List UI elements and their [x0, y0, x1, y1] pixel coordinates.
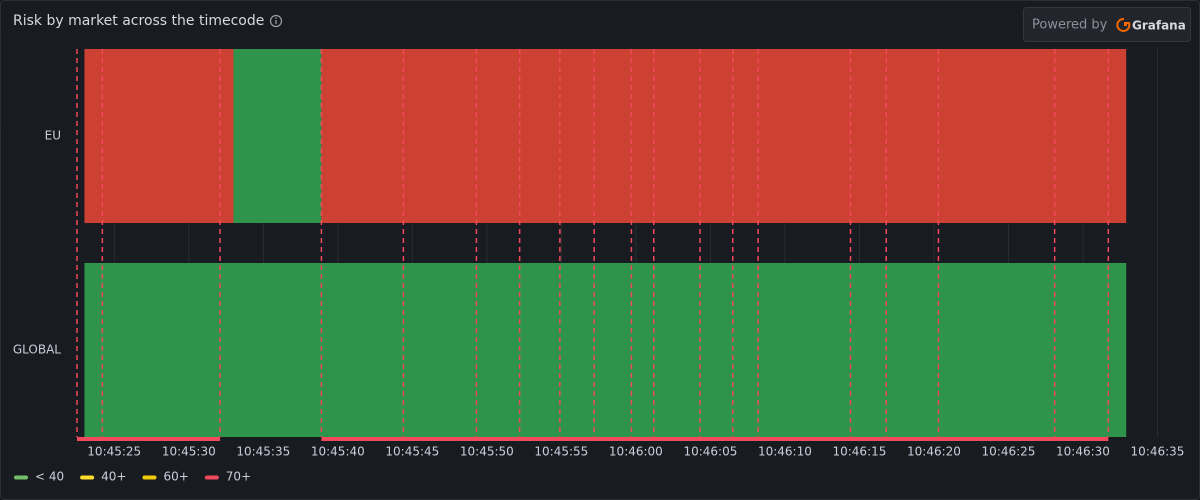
x-tick-label: 10:45:35 — [236, 445, 290, 459]
info-icon[interactable] — [269, 14, 283, 28]
state-segment — [84, 49, 234, 223]
x-tick-label: 10:46:05 — [683, 445, 737, 459]
x-tick-label: 10:46:25 — [982, 445, 1036, 459]
legend-label: 40+ — [101, 470, 126, 484]
legend-swatch — [142, 475, 157, 480]
plot: 10:45:25 10:45:30 10:45:35 10:45:40 10:45:45… — [13, 49, 1185, 484]
state-segment — [233, 49, 322, 223]
annotation-region — [77, 437, 221, 441]
x-tick-label: 10:46:20 — [907, 445, 961, 459]
grafana-logo — [1116, 17, 1131, 32]
legend-label: 60+ — [163, 470, 188, 484]
badge-text: Powered by — [1032, 18, 1108, 33]
x-tick-label: 10:45:25 — [87, 445, 141, 459]
x-tick-label: 10:45:40 — [311, 445, 365, 459]
x-tick-label: 10:46:10 — [758, 445, 812, 459]
legend-label: < 40 — [35, 470, 64, 484]
x-tick-label: 10:46:15 — [832, 445, 886, 459]
legend-swatch — [204, 475, 219, 480]
panel-title: Risk by market across the timecode — [13, 13, 264, 29]
x-tick-label: 10:46:30 — [1056, 445, 1110, 459]
state-segment — [321, 49, 1127, 223]
x-tick-label: 10:45:55 — [534, 445, 588, 459]
row-label: EU — [45, 129, 61, 143]
x-tick-label: 10:46:00 — [609, 445, 663, 459]
legend-swatch — [80, 475, 95, 480]
x-tick-label: 10:46:35 — [1131, 445, 1185, 459]
x-tick-label: 10:45:30 — [162, 445, 216, 459]
badge-box — [1023, 7, 1191, 42]
badge-brand: Grafana — [1132, 19, 1186, 33]
state-segment — [84, 263, 1127, 437]
x-tick-label: 10:45:45 — [385, 445, 439, 459]
x-tick-label: 10:45:50 — [460, 445, 514, 459]
powered-badge[interactable]: Powered by Grafana — [1023, 7, 1191, 42]
annotation-region — [321, 437, 1109, 441]
row-label: GLOBAL — [13, 343, 61, 357]
legend-label: 70+ — [226, 470, 251, 484]
legend-swatch — [14, 475, 28, 480]
